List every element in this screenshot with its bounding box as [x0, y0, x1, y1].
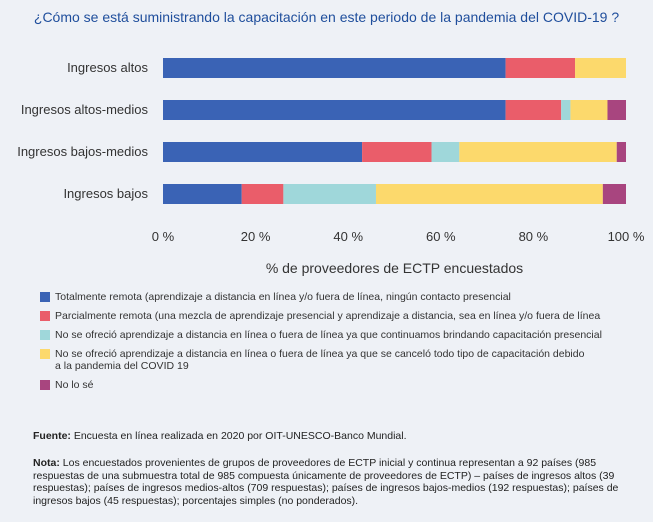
- category-label: Ingresos bajos-medios: [17, 144, 148, 159]
- x-tick-label: 20 %: [241, 229, 271, 244]
- bar-segment-series-4: [570, 100, 608, 120]
- bar-segment-series-4: [575, 58, 626, 78]
- bar-segment-series-1: [163, 58, 506, 78]
- bar-segment-series-3: [561, 100, 571, 120]
- legend-label: Parcialmente remota (una mezcla de apren…: [55, 310, 601, 322]
- legend-swatch: [40, 349, 50, 359]
- bar-segment-series-5: [607, 100, 626, 120]
- legend-swatch: [40, 330, 50, 340]
- legend: Totalmente remota (aprendizaje a distanc…: [40, 291, 640, 398]
- legend-swatch: [40, 292, 50, 302]
- bar-segment-series-3: [283, 184, 376, 204]
- footnote: Nota: Los encuestados provenientes de gr…: [33, 457, 633, 507]
- category-label: Ingresos altos-medios: [21, 102, 149, 117]
- legend-swatch: [40, 380, 50, 390]
- legend-label: No lo sé: [55, 379, 94, 391]
- source-text: Encuesta en línea realizada en 2020 por …: [70, 430, 407, 442]
- x-tick-label: 80 %: [519, 229, 549, 244]
- x-tick-label: 60 %: [426, 229, 456, 244]
- bar-segment-series-1: [163, 100, 506, 120]
- legend-label: Totalmente remota (aprendizaje a distanc…: [55, 291, 511, 303]
- x-tick-label: 100 %: [608, 229, 645, 244]
- category-label: Ingresos bajos: [63, 186, 148, 201]
- legend-label: No se ofreció aprendizaje a distancia en…: [55, 329, 602, 341]
- bar-segment-series-2: [241, 184, 284, 204]
- x-axis-label: % de proveedores de ECTP encuestados: [265, 260, 524, 276]
- stacked-bar-chart: Ingresos altos Ingresos altos-medios Ingre…: [17, 58, 645, 244]
- bar-segment-series-1: [163, 142, 363, 162]
- legend-label: No se ofreció aprendizaje a distancia en…: [55, 348, 585, 372]
- x-tick-label: 0 %: [152, 229, 175, 244]
- chart-title: ¿Cómo se está suministrando la capacitac…: [33, 9, 620, 25]
- legend-item: No se ofreció aprendizaje a distancia en…: [40, 348, 640, 372]
- bar-segment-series-5: [616, 142, 626, 162]
- bar-segment-series-3: [431, 142, 460, 162]
- legend-item: No se ofreció aprendizaje a distancia en…: [40, 329, 640, 341]
- bar-segment-series-4: [375, 184, 603, 204]
- note-label: Nota:: [33, 457, 60, 469]
- note-text: Los encuestados provenientes de grupos d…: [33, 457, 619, 507]
- legend-item: No lo sé: [40, 379, 640, 391]
- bar-segment-series-5: [602, 184, 626, 204]
- bar-segment-series-2: [505, 100, 562, 120]
- source-label: Fuente:: [33, 430, 71, 442]
- source-note: Fuente: Encuesta en línea realizada en 2…: [33, 430, 407, 442]
- bar-segment-series-2: [505, 58, 576, 78]
- x-tick-label: 40 %: [333, 229, 363, 244]
- bar-segment-series-2: [362, 142, 432, 162]
- bar-segment-series-4: [459, 142, 617, 162]
- bar-segment-series-1: [163, 184, 242, 204]
- legend-item: Totalmente remota (aprendizaje a distanc…: [40, 291, 640, 303]
- legend-swatch: [40, 311, 50, 321]
- category-label: Ingresos altos: [67, 60, 148, 75]
- legend-item: Parcialmente remota (una mezcla de apren…: [40, 310, 640, 322]
